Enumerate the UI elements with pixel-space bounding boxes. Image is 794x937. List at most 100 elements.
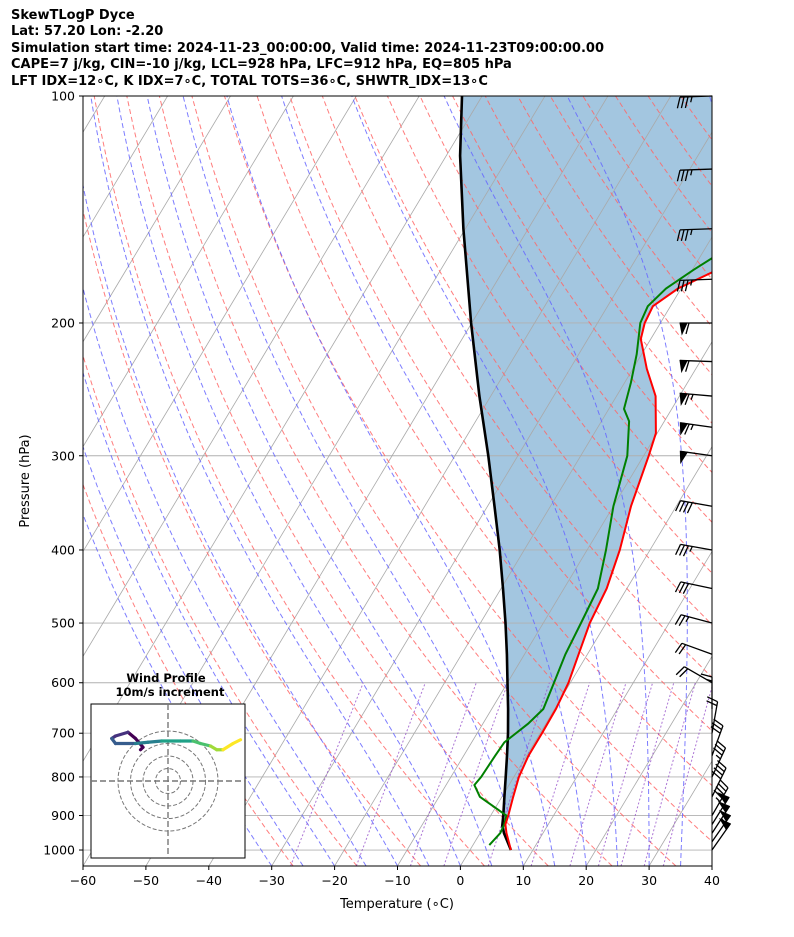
wind-barb-pennant <box>679 392 688 407</box>
mixing-ratio-line <box>409 682 477 866</box>
isotherm-line <box>83 96 231 343</box>
wind-barb-shaft <box>680 543 713 551</box>
moist-adiabat <box>83 182 398 866</box>
wind-barb-shaft <box>680 500 713 507</box>
wind-barb-shaft <box>711 747 727 778</box>
dry-adiabat <box>191 96 677 866</box>
wind-barb-flag <box>678 644 687 655</box>
moist-adiabat <box>90 96 430 866</box>
wind-barb-flag <box>716 740 726 749</box>
wind-barb <box>711 818 732 851</box>
wind-barb-flag <box>678 501 686 512</box>
wind-barb-flag <box>676 96 681 109</box>
y-tick-label: 400 <box>51 542 75 557</box>
dry-adiabat <box>224 96 712 843</box>
dry-adiabat <box>83 483 294 866</box>
wind-barb <box>675 543 713 557</box>
wind-barb-shaft <box>711 767 727 798</box>
wind-barb-flag <box>680 96 685 109</box>
wind-barb <box>675 500 713 514</box>
wind-barb-flag <box>679 668 689 678</box>
moist-adiabat <box>83 286 367 866</box>
x-axis-label: Temperature (∘C) <box>339 897 454 912</box>
hodograph-segment <box>198 741 213 748</box>
wind-barb-pennant <box>679 322 688 336</box>
wind-barb <box>679 322 712 336</box>
wind-barb-flag <box>685 322 690 335</box>
y-axis-ticks: 100 200 300 400 500 600 700 800 900 1000 <box>43 89 83 858</box>
dry-adiabat <box>321 96 712 678</box>
wind-barb-shaft <box>679 228 713 231</box>
wind-barb-flag <box>674 642 683 653</box>
wind-barb-shaft <box>681 642 713 655</box>
moist-adiabat-lines <box>83 96 712 866</box>
dry-adiabat <box>354 96 712 626</box>
wind-barb-flag <box>684 96 689 109</box>
wind-barb-half-flag <box>721 818 726 824</box>
wind-barb-shaft <box>679 168 713 171</box>
moist-adiabat <box>226 96 556 866</box>
wind-barb-flag <box>713 718 724 727</box>
hodograph-segment <box>146 739 164 744</box>
dewpoint-line <box>473 256 712 846</box>
mixing-ratio-line <box>355 682 426 866</box>
wind-barb <box>675 666 713 684</box>
x-tick-label: −60 <box>70 873 96 888</box>
wind-barb-flag <box>684 423 690 435</box>
wind-barb-flag <box>675 500 682 512</box>
wind-barb-flag <box>682 545 689 557</box>
wind-barb <box>676 228 713 242</box>
moist-adiabat <box>443 96 650 866</box>
wind-barb-flag <box>674 614 682 625</box>
wind-barb-flag <box>674 581 682 593</box>
dry-adiabat <box>158 96 613 866</box>
isotherm-line <box>83 96 420 658</box>
x-tick-label: −30 <box>259 873 285 888</box>
wind-barb-flag <box>682 583 690 594</box>
moist-adiabat <box>182 96 524 866</box>
wind-barb-flag <box>675 666 685 676</box>
hodograph-segment <box>133 740 150 746</box>
mixing-ratio-line <box>662 685 712 866</box>
hodograph-segment <box>126 730 138 741</box>
dry-adiabat <box>419 96 712 524</box>
x-tick-label: −40 <box>196 873 222 888</box>
station-location: Lat: 57.20 Lon: -2.20 <box>11 24 164 40</box>
wind-barb <box>676 168 713 182</box>
x-tick-label: 30 <box>641 873 657 888</box>
isotherm-line <box>83 96 168 238</box>
wind-barb-flag <box>682 501 689 513</box>
wind-barb-half-flag <box>690 279 693 286</box>
wind-barb-half-flag <box>715 754 721 760</box>
wind-barb <box>674 614 713 626</box>
wind-barb-half-flag <box>690 424 694 431</box>
mixing-ratio-lines <box>290 682 712 866</box>
mixing-ratio-line <box>530 682 591 866</box>
dry-adiabat <box>126 96 549 866</box>
wind-barb <box>679 392 713 407</box>
wind-barb <box>679 359 713 374</box>
x-tick-label: 0 <box>456 873 464 888</box>
hodograph-subtitle: 10m/s increment <box>116 685 225 699</box>
wind-barb-flag <box>686 502 693 514</box>
x-tick-label: 40 <box>704 873 720 888</box>
wind-barb-flag <box>676 280 681 292</box>
dry-adiabat <box>93 96 485 866</box>
wind-barb-half-flag <box>685 616 690 623</box>
isotherm-line <box>83 96 483 762</box>
wind-barb-flag <box>678 615 686 626</box>
wind-barb-flag <box>684 229 689 241</box>
y-tick-label: 800 <box>51 769 75 784</box>
moist-adiabat <box>116 96 461 866</box>
moist-adiabat <box>281 96 587 866</box>
dry-adiabat-lines <box>83 96 712 866</box>
x-tick-label: 10 <box>515 873 531 888</box>
mixing-ratio-line <box>597 682 654 866</box>
mixing-ratio-line <box>290 682 364 866</box>
wind-barb-half-flag <box>690 96 693 103</box>
wind-barbs <box>674 95 732 851</box>
y-tick-label: 200 <box>51 315 75 330</box>
wind-barb-flag <box>678 582 686 594</box>
wind-barb <box>711 740 727 778</box>
hodograph-plot <box>91 704 245 858</box>
